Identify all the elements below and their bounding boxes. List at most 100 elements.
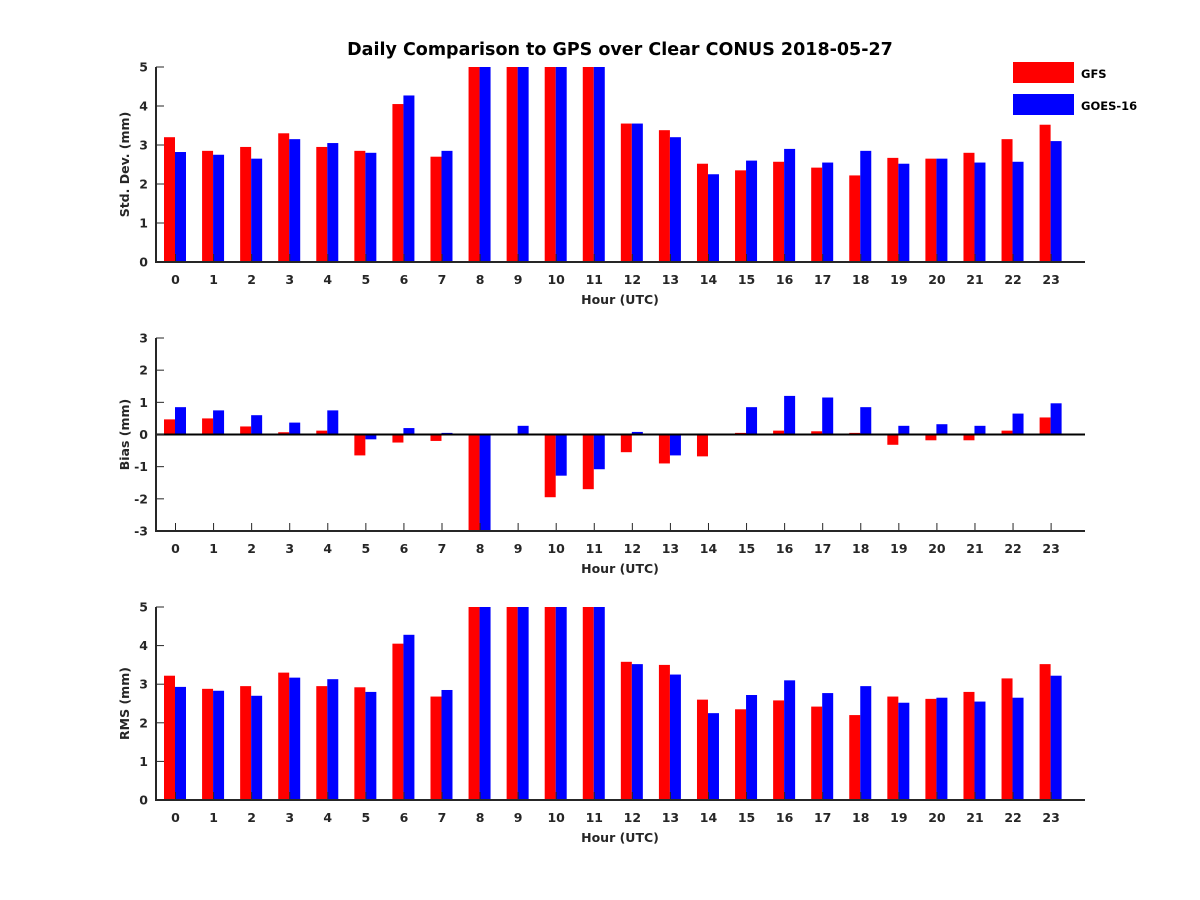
std-dev-ytick-label: 5 — [139, 60, 148, 75]
bias-xtick-label: 10 — [547, 541, 565, 556]
std-dev-bar-gfs-4 — [316, 146, 328, 262]
bias-ytick-label: 2 — [139, 363, 148, 378]
std-dev-bar-goes16-17 — [822, 162, 834, 262]
rms-bar-gfs-14 — [696, 699, 708, 800]
std-dev-bar-gfs-21 — [963, 152, 975, 262]
rms-bar-goes16-0 — [175, 686, 186, 800]
std-dev-bar-goes16-9 — [517, 67, 529, 262]
rms-bar-goes16-19 — [898, 702, 910, 800]
std-dev-bar-goes16-10 — [555, 67, 567, 262]
bias-ytick-label: -2 — [134, 491, 148, 506]
rms-bar-gfs-2 — [240, 686, 252, 800]
rms-xtick-label: 14 — [700, 810, 718, 825]
rms-bar-goes16-13 — [669, 674, 681, 800]
bias-bar-goes16-17 — [822, 397, 834, 435]
std-dev-bar-goes16-1 — [213, 154, 225, 262]
std-dev-xtick-label: 17 — [814, 272, 831, 287]
rms-bar-goes16-9 — [517, 607, 529, 800]
rms-bar-goes16-1 — [213, 690, 225, 800]
bias-bar-goes16-23 — [1050, 403, 1062, 435]
std-dev-xtick-label: 20 — [928, 272, 946, 287]
rms-bar-goes16-20 — [936, 697, 948, 800]
std-dev-bar-goes16-15 — [746, 160, 758, 262]
std-dev-bar-goes16-3 — [289, 139, 301, 262]
std-dev-xtick-label: 3 — [285, 272, 294, 287]
bias-ytick-label: 1 — [139, 395, 148, 410]
std-dev-bar-goes16-12 — [631, 123, 643, 262]
bias-bar-goes16-5 — [365, 434, 377, 440]
std-dev-ytick-label: 0 — [139, 255, 148, 270]
bias-bar-goes16-8 — [479, 434, 491, 531]
bias-bar-goes16-0 — [175, 407, 186, 435]
rms-xtick-label: 16 — [776, 810, 794, 825]
bias-bar-gfs-21 — [963, 434, 975, 441]
std-dev-bar-gfs-2 — [240, 146, 252, 262]
std-dev-bar-goes16-18 — [860, 150, 872, 262]
bias-bar-gfs-1 — [202, 418, 214, 435]
rms-bar-gfs-10 — [544, 607, 556, 800]
bias-bar-gfs-6 — [392, 434, 404, 443]
bias-xtick-label: 1 — [209, 541, 218, 556]
std-dev-bar-goes16-23 — [1050, 141, 1062, 262]
rms-bar-gfs-22 — [1001, 678, 1013, 800]
legend: GFS GOES-16 — [1013, 62, 1137, 115]
bias-xtick-label: 13 — [662, 541, 679, 556]
legend-swatch-gfs — [1013, 62, 1074, 83]
std-dev-xtick-label: 19 — [890, 272, 907, 287]
std-dev-xtick-label: 22 — [1004, 272, 1021, 287]
std-dev-bar-gfs-7 — [430, 156, 442, 262]
std-dev-ytick-label: 1 — [139, 216, 148, 231]
rms-bar-goes16-4 — [327, 679, 339, 800]
std-dev-bar-goes16-5 — [365, 152, 377, 262]
bias-xtick-label: 15 — [738, 541, 755, 556]
std-dev-bar-gfs-20 — [925, 158, 937, 262]
bias-bar-gfs-7 — [430, 434, 442, 441]
rms-ytick-label: 1 — [139, 754, 148, 769]
rms-bar-goes16-22 — [1012, 697, 1024, 800]
rms-bar-gfs-1 — [202, 688, 214, 800]
std-dev-xtick-label: 4 — [323, 272, 332, 287]
std-dev-bar-goes16-8 — [479, 67, 491, 262]
std-dev-bar-goes16-22 — [1012, 161, 1024, 262]
std-dev-bar-goes16-16 — [784, 148, 796, 262]
bias-bar-gfs-10 — [544, 434, 556, 498]
bias-xlabel: Hour (UTC) — [581, 561, 659, 576]
rms-ytick-label: 2 — [139, 715, 148, 730]
rms-xtick-label: 1 — [209, 810, 218, 825]
rms-xtick-label: 5 — [361, 810, 370, 825]
bias-xtick-label: 2 — [247, 541, 256, 556]
std-dev-bar-gfs-18 — [849, 175, 861, 262]
rms-bar-goes16-2 — [251, 695, 263, 800]
std-dev-bar-goes16-21 — [974, 162, 986, 262]
rms-xtick-label: 10 — [547, 810, 565, 825]
rms-bar-goes16-3 — [289, 677, 301, 800]
legend-label-gfs: GFS — [1081, 67, 1107, 81]
bias-bar-gfs-12 — [620, 434, 632, 453]
chart-title: Daily Comparison to GPS over Clear CONUS… — [347, 40, 893, 60]
bias-bar-gfs-22 — [1001, 430, 1013, 435]
std-dev-bar-goes16-14 — [707, 174, 719, 262]
std-dev-bar-goes16-11 — [593, 67, 605, 262]
rms-bar-goes16-6 — [403, 634, 415, 800]
rms-xtick-label: 6 — [400, 810, 409, 825]
std-dev-xtick-label: 18 — [852, 272, 869, 287]
rms-bar-goes16-18 — [860, 686, 872, 800]
std-dev-bar-goes16-4 — [327, 143, 339, 262]
std-dev-bar-gfs-1 — [202, 150, 214, 262]
rms-xtick-label: 18 — [852, 810, 869, 825]
rms-bar-gfs-13 — [658, 664, 670, 800]
rms-xtick-label: 2 — [247, 810, 256, 825]
std-dev-xtick-label: 13 — [662, 272, 679, 287]
std-dev-bar-goes16-6 — [403, 95, 415, 262]
std-dev-xtick-label: 1 — [209, 272, 218, 287]
std-dev-xtick-label: 2 — [247, 272, 256, 287]
rms-bar-goes16-5 — [365, 691, 377, 800]
std-dev-bar-gfs-5 — [354, 150, 366, 262]
std-dev-ytick-label: 2 — [139, 177, 148, 192]
bias-bar-gfs-11 — [582, 434, 594, 490]
std-dev-xtick-label: 23 — [1042, 272, 1059, 287]
rms-bar-goes16-14 — [707, 713, 719, 800]
